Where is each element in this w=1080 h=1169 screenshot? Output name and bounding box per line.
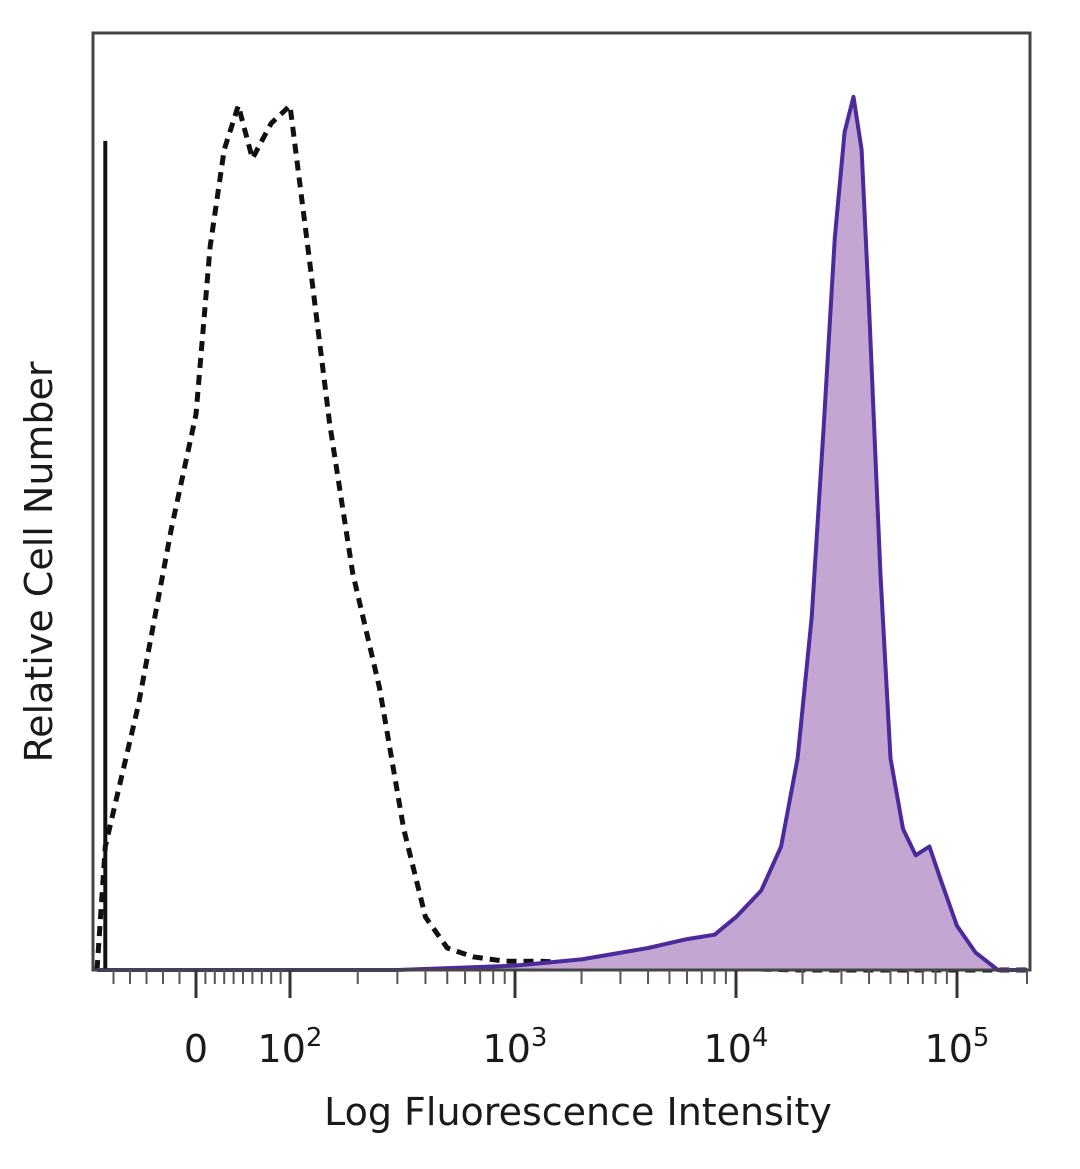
x-tick-label: 0	[184, 1027, 208, 1071]
series-2-fill	[97, 96, 1027, 971]
x-axis-ticks	[112, 970, 1028, 998]
y-axis-label: Relative Cell Number	[17, 361, 61, 762]
x-tick-label: 104	[704, 1023, 769, 1071]
plot-frame	[91, 31, 1032, 972]
x-axis-tick-labels: 0 102 103 104 105	[184, 1023, 990, 1071]
x-tick-label: 103	[483, 1023, 548, 1071]
x-tick-label: 105	[925, 1023, 990, 1071]
plot-area	[94, 94, 1027, 973]
x-axis-label: Log Fluorescence Intensity	[324, 1090, 832, 1134]
series-1-line	[94, 103, 1027, 973]
x-tick-label: 102	[258, 1023, 323, 1071]
series-2-line	[97, 94, 1027, 972]
